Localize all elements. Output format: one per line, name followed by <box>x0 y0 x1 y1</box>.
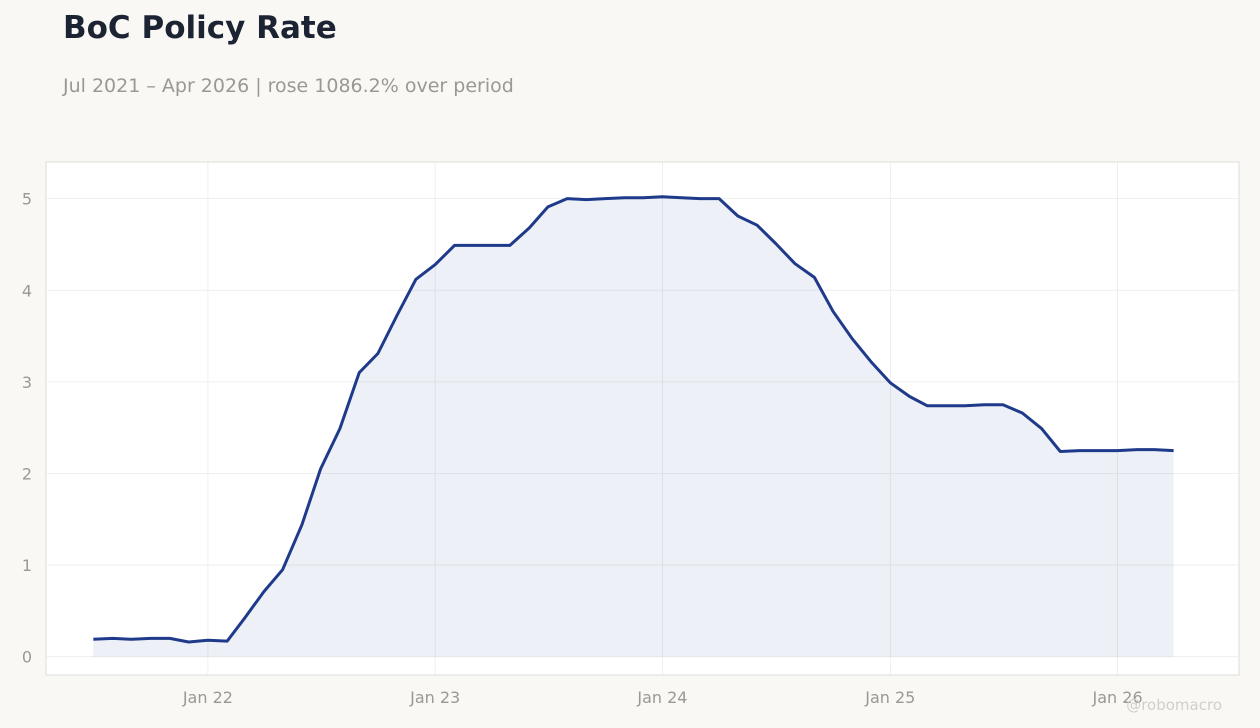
x-tick-label: Jan 25 <box>864 688 915 707</box>
y-tick-label: 3 <box>22 373 32 392</box>
plot-area <box>45 161 1240 676</box>
y-tick-label: 4 <box>22 281 32 300</box>
grid-lines <box>46 162 1239 675</box>
x-tick-label: Jan 22 <box>182 688 233 707</box>
axis-ticks: 0 1 2 3 4 5 Jan 22 Jan 23 Jan 24 Jan 25 Jan 26 <box>22 190 1143 707</box>
credit-watermark: @robomacro <box>1126 696 1222 714</box>
area-fill <box>93 196 1174 657</box>
y-tick-label: 2 <box>22 464 32 483</box>
y-tick-label: 0 <box>22 648 32 667</box>
chart-subtitle: Jul 2021 – Apr 2026 | rose 1086.2% over … <box>63 75 514 97</box>
y-tick-label: 1 <box>22 556 32 575</box>
series-line <box>93 195 1174 644</box>
x-tick-label: Jan 26 <box>1092 688 1143 707</box>
area-layer <box>93 195 1174 657</box>
x-tick-label: Jan 23 <box>409 688 460 707</box>
x-tick-label: Jan 24 <box>636 688 687 707</box>
y-tick-label: 5 <box>22 190 32 209</box>
chart-title: BoC Policy Rate <box>63 10 337 46</box>
